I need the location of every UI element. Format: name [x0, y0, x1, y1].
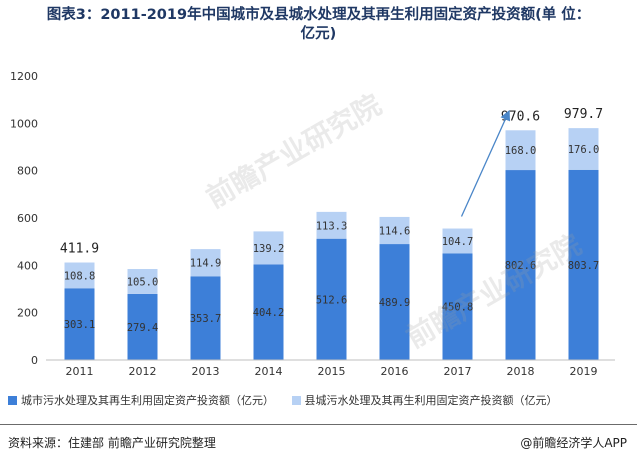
legend-swatch-county — [291, 395, 301, 405]
y-tick-label: 1200 — [10, 70, 38, 83]
bar-city-2013 — [190, 276, 221, 360]
source-note: 资料来源：住建部 前瞻产业研究院整理 — [8, 436, 216, 450]
y-tick-label: 1000 — [10, 117, 38, 130]
bar-city-2014 — [253, 264, 284, 360]
x-tick-label-2018: 2018 — [507, 365, 535, 378]
data-label-county-2013: 114.9 — [190, 258, 222, 270]
data-label-city-2014: 404.2 — [253, 307, 285, 319]
legend-swatch-city — [8, 395, 17, 405]
x-tick-label-2013: 2013 — [192, 365, 220, 378]
data-label-county-2018: 168.0 — [505, 145, 537, 157]
legend-label-city: 城市污水处理及其再生利用固定资产投资额（亿元） — [21, 394, 274, 407]
data-label-county-2019: 176.0 — [568, 144, 600, 156]
total-label-2011: 411.9 — [60, 242, 99, 257]
chart-title-line-2: 亿元) — [300, 26, 337, 42]
data-label-city-2015: 512.6 — [316, 294, 348, 306]
bar-county-2017 — [442, 228, 473, 254]
chart-title-line-1: 图表3：2011-2019年中国城市及县城水处理及其再生利用固定资产投资额(单 … — [46, 7, 591, 23]
y-tick-label: 200 — [17, 307, 38, 320]
bar-county-2013 — [190, 249, 221, 277]
data-label-county-2015: 113.3 — [316, 220, 348, 232]
data-label-county-2011: 108.8 — [64, 270, 96, 282]
x-tick-label-2017: 2017 — [444, 365, 472, 378]
x-tick-label-2015: 2015 — [318, 365, 346, 378]
y-tick-label: 400 — [17, 259, 38, 272]
bar-city-2012 — [127, 293, 158, 360]
brand-credit: @前瞻经济学人APP — [520, 436, 627, 450]
data-label-city-2018: 802.6 — [505, 260, 537, 272]
data-label-county-2017: 104.7 — [442, 236, 474, 248]
bar-county-2011 — [64, 262, 95, 289]
legend-item-county: 县城污水处理及其再生利用固定资产投资额（亿元） — [291, 392, 558, 408]
y-tick-label: 600 — [17, 212, 38, 225]
bar-county-2014 — [253, 231, 284, 265]
bar-city-2019 — [568, 169, 599, 360]
y-tick-label: 0 — [31, 354, 38, 367]
footer-divider — [0, 424, 637, 425]
bar-county-2019 — [568, 128, 599, 170]
data-label-city-2017: 450.8 — [442, 302, 474, 314]
bar-county-2015 — [316, 211, 347, 239]
chart-legend: 城市污水处理及其再生利用固定资产投资额（亿元） 县城污水处理及其再生利用固定资产… — [8, 392, 633, 408]
stacked-bar-chart: 0 200 400 600 800 1000 1200 303.1 108.8 279.4 105… — [10, 70, 615, 378]
bar-city-2017 — [442, 253, 473, 360]
total-label-2018: 970.6 — [501, 109, 540, 124]
legend-item-city: 城市污水处理及其再生利用固定资产投资额（亿元） — [8, 392, 274, 408]
x-tick-label-2016: 2016 — [381, 365, 409, 378]
bar-county-2012 — [127, 269, 158, 294]
data-label-county-2012: 105.0 — [127, 276, 159, 288]
data-label-city-2012: 279.4 — [127, 322, 159, 334]
total-label-2019: 979.7 — [564, 107, 603, 122]
x-tick-label-2019: 2019 — [570, 365, 598, 378]
bar-county-2018 — [505, 130, 536, 171]
x-tick-label-2014: 2014 — [255, 365, 283, 378]
data-label-county-2014: 139.2 — [253, 243, 285, 255]
bar-city-2018 — [505, 170, 536, 360]
bar-city-2015 — [316, 238, 347, 360]
bar-county-2016 — [379, 216, 410, 245]
x-tick-label-2011: 2011 — [66, 365, 94, 378]
bar-city-2016 — [379, 244, 410, 360]
data-label-city-2019: 803.7 — [568, 260, 600, 272]
data-label-county-2016: 114.6 — [379, 225, 411, 237]
data-label-city-2013: 353.7 — [190, 313, 222, 325]
footer: 资料来源：住建部 前瞻产业研究院整理 @前瞻经济学人APP — [0, 424, 637, 462]
data-label-city-2016: 489.9 — [379, 297, 411, 309]
trend-arrow — [460, 109, 511, 217]
x-tick-label-2012: 2012 — [129, 365, 157, 378]
y-tick-label: 800 — [17, 165, 38, 178]
chart-title: 图表3：2011-2019年中国城市及县城水处理及其再生利用固定资产投资额(单 … — [0, 6, 637, 44]
bar-city-2011 — [64, 288, 95, 360]
legend-label-county: 县城污水处理及其再生利用固定资产投资额（亿元） — [304, 394, 558, 407]
data-label-city-2011: 303.1 — [64, 319, 96, 331]
